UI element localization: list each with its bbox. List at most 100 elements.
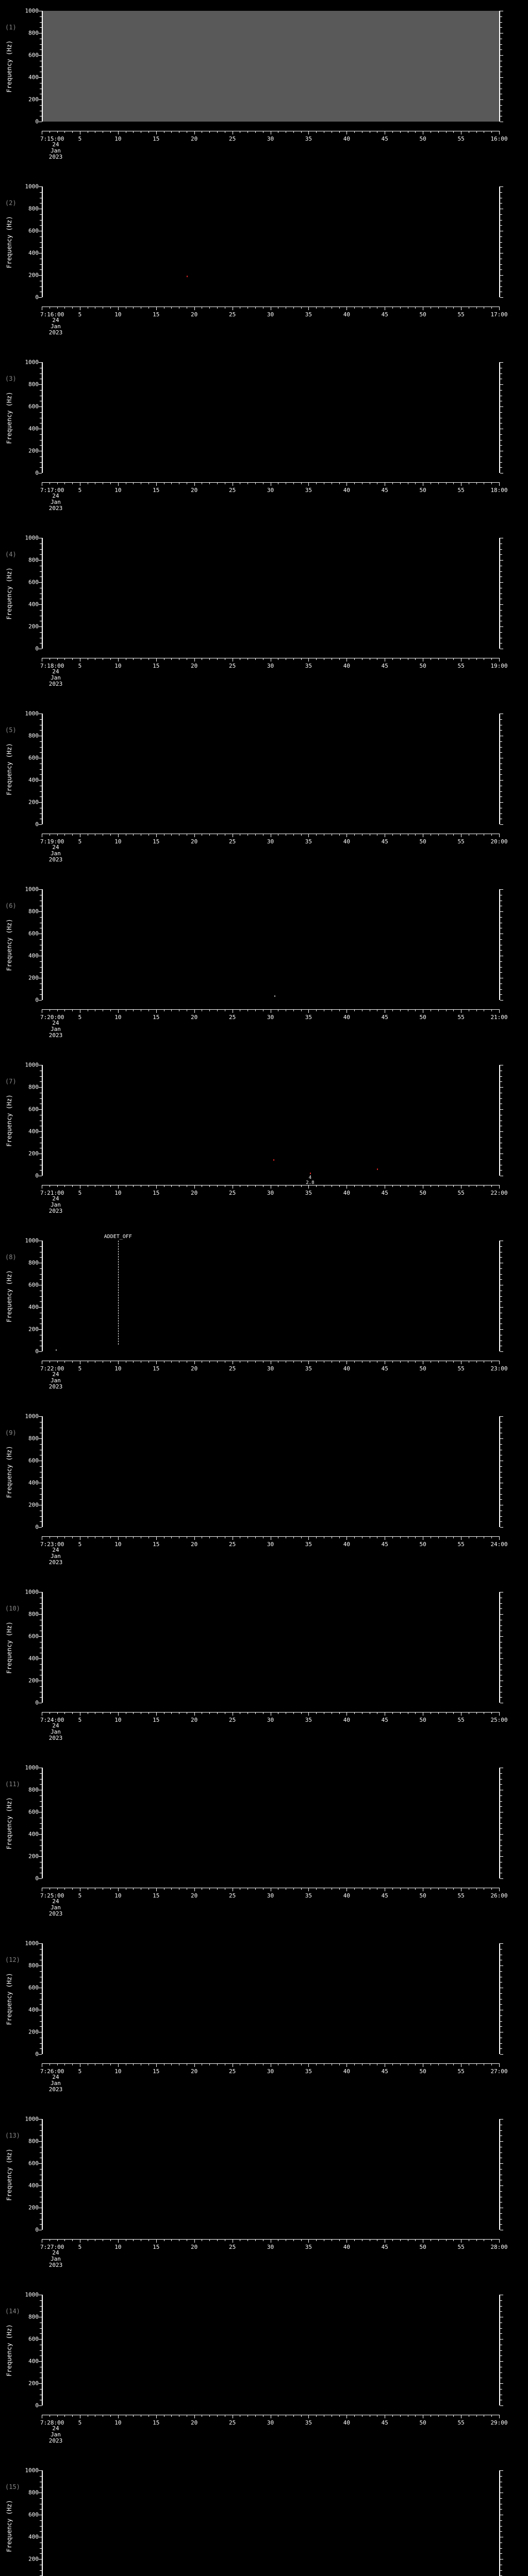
x-tick-minor	[476, 2063, 477, 2065]
y-axis-title: Frequency (Hz)	[6, 2148, 13, 2201]
x-tick-label: 35	[305, 1014, 312, 1021]
x-tick-minor	[148, 2063, 149, 2065]
y-tick-minor	[40, 456, 42, 457]
x-tick-label: 35	[305, 838, 312, 845]
x-tick-minor	[339, 1888, 340, 1890]
x-tick-minor	[476, 1712, 477, 1714]
x-tick-minor	[339, 1536, 340, 1538]
y-tick-label: 1000	[25, 1588, 39, 1596]
x-tick-minor	[339, 1009, 340, 1011]
x-tick-minor	[301, 658, 302, 660]
x-tick-label: 50	[419, 1892, 426, 1899]
x-tick-label: 40	[343, 1892, 350, 1899]
x-tick-label: 5	[78, 2419, 82, 2426]
x-tick-major	[118, 1712, 119, 1716]
right-tick-minor	[500, 1795, 502, 1796]
panel-9: (9) Frequency (Hz) 0 200 400 600 800 1000 7:23:0…	[0, 1406, 528, 1582]
x-tick-label: 55	[457, 487, 465, 494]
x-tick-major	[156, 1712, 157, 1716]
y-tick-label: 800	[28, 732, 39, 739]
right-tick-minor	[500, 967, 502, 968]
y-tick-minor	[40, 236, 42, 237]
x-tick-minor	[133, 1712, 134, 1714]
x-tick-major	[156, 131, 157, 134]
plot-area: 4 2.8	[39, 1065, 499, 1185]
annotation-line	[118, 1241, 119, 1345]
right-tick-major	[500, 99, 503, 100]
x-tick-minor	[148, 1712, 149, 1714]
y-tick-label: 400	[28, 1479, 39, 1486]
x-tick-label: 30	[267, 1014, 274, 1021]
x-tick-major	[194, 2063, 195, 2067]
x-tick-minor	[446, 1536, 447, 1538]
right-axis-spine	[499, 2295, 500, 2405]
x-tick-major	[308, 1536, 309, 1540]
y-tick-major	[39, 1527, 42, 1528]
x-tick-minor	[209, 1712, 210, 1714]
x-tick-major	[499, 482, 500, 486]
x-tick-minor	[438, 2063, 439, 2065]
right-tick-minor	[500, 192, 502, 193]
x-tick-major	[499, 1712, 500, 1716]
x-tick-minor	[72, 1185, 73, 1187]
panel-11: (11) Frequency (Hz) 0 200 400 600 800 1000 7:25:…	[0, 1757, 528, 1933]
x-tick-minor	[72, 307, 73, 309]
x-tick-minor	[354, 2063, 355, 2065]
x-tick-minor	[316, 1888, 317, 1890]
x-tick-major	[308, 1185, 309, 1189]
right-tick-minor	[500, 247, 502, 248]
y-axis-title: Frequency (Hz)	[6, 1094, 13, 1147]
panel-5: (5) Frequency (Hz) 0 200 400 600 800 1000 7:19:0…	[0, 703, 528, 879]
y-tick-major	[39, 889, 42, 890]
y-tick-label: 200	[28, 1501, 39, 1509]
x-tick-minor	[301, 1712, 302, 1714]
x-tick-label: 22:00	[490, 1190, 508, 1196]
x-tick-minor	[400, 131, 401, 133]
x-tick-label: 5	[78, 838, 82, 845]
y-axis-title: Frequency (Hz)	[6, 919, 13, 971]
panel-13: (13) Frequency (Hz) 0 200 400 600 800 1000 7:27:…	[0, 2109, 528, 2284]
y-tick-label: 600	[28, 52, 39, 59]
x-tick-minor	[392, 482, 393, 484]
x-tick-minor	[339, 1712, 340, 1714]
x-tick-minor	[301, 1361, 302, 1363]
x-tick-minor	[301, 1888, 302, 1890]
x-tick-major	[499, 2239, 500, 2243]
right-axis-spine	[499, 1768, 500, 1878]
x-tick-minor	[133, 1888, 134, 1890]
y-tick-minor	[40, 269, 42, 270]
y-tick-major	[39, 1087, 42, 1088]
x-tick-label: 40	[343, 135, 350, 142]
x-tick-minor	[64, 2239, 65, 2241]
x-tick-minor	[476, 307, 477, 309]
x-tick-minor	[354, 1536, 355, 1538]
x-tick-minor	[148, 1185, 149, 1187]
y-tick-label: 800	[28, 1962, 39, 1969]
y-tick-minor	[40, 1516, 42, 1517]
panel-number: (1)	[5, 24, 16, 31]
x-tick-label: 21:00	[490, 1014, 508, 1021]
x-tick-minor	[57, 2239, 58, 2241]
x-tick-major	[194, 1712, 195, 1716]
x-tick-label: 7:28:00	[40, 2419, 64, 2426]
x-tick-minor	[339, 1361, 340, 1363]
right-tick-minor	[500, 1603, 502, 1604]
y-tick-minor	[40, 105, 42, 106]
right-axis-spine	[499, 2119, 500, 2230]
x-tick-minor	[354, 658, 355, 660]
y-tick-major	[39, 1307, 42, 1308]
right-tick-minor	[500, 456, 502, 457]
y-tick-minor	[40, 2191, 42, 2192]
x-tick-label: 25	[228, 663, 236, 669]
y-tick-minor	[40, 214, 42, 215]
right-tick-minor	[500, 1773, 502, 1774]
x-tick-minor	[217, 1185, 218, 1187]
right-axis-spine	[499, 362, 500, 473]
x-tick-minor	[339, 2239, 340, 2241]
x-tick-minor	[72, 1712, 73, 1714]
y-tick-label: 400	[28, 601, 39, 608]
y-axis-spine	[42, 1768, 43, 1878]
x-tick-minor	[453, 1185, 454, 1187]
y-tick-minor	[40, 2021, 42, 2022]
panel-7: (7) Frequency (Hz) 0 200 400 600 800 1000 4 2.8 7…	[0, 1055, 528, 1230]
